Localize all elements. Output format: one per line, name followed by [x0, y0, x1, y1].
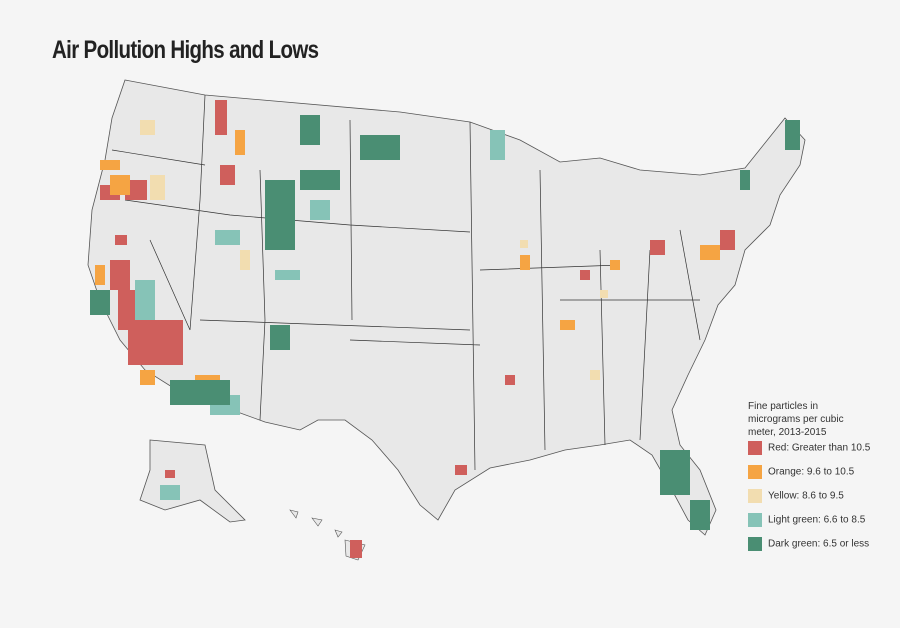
- county-patch: [270, 325, 290, 350]
- counties: [90, 100, 800, 558]
- county-patch: [700, 245, 720, 260]
- county-patch: [95, 265, 105, 285]
- county-patch: [115, 235, 127, 245]
- state-borders: [111, 94, 701, 471]
- county-patch: [135, 280, 155, 320]
- county-patch: [785, 120, 800, 150]
- county-patch: [220, 165, 235, 185]
- county-patch: [660, 450, 690, 495]
- county-patch: [150, 175, 165, 200]
- county-patch: [590, 370, 600, 380]
- county-patch: [360, 135, 400, 160]
- county-patch: [520, 240, 528, 248]
- legend-swatch: [748, 441, 762, 455]
- county-patch: [140, 370, 155, 385]
- county-patch: [520, 255, 530, 270]
- county-patch: [215, 100, 227, 135]
- legend-swatch: [748, 537, 762, 551]
- county-patch: [235, 130, 245, 155]
- county-patch: [690, 500, 710, 530]
- county-patch: [170, 380, 230, 405]
- county-patch: [580, 270, 590, 280]
- county-patch: [140, 120, 155, 135]
- hawaii: [289, 509, 366, 561]
- county-patch: [275, 270, 300, 280]
- county-patch: [128, 320, 183, 365]
- county-patch: [300, 115, 320, 145]
- county-patch: [110, 260, 130, 290]
- county-patch: [165, 470, 175, 478]
- county-patch: [455, 465, 467, 475]
- legend-swatch: [748, 489, 762, 503]
- county-patch: [740, 170, 750, 190]
- county-patch: [310, 200, 330, 220]
- county-patch: [610, 260, 620, 270]
- county-patch: [505, 375, 515, 385]
- county-patch: [720, 230, 735, 250]
- legend-label: Yellow: 8.6 to 9.5: [768, 491, 844, 502]
- county-patch: [160, 485, 180, 500]
- county-patch: [490, 130, 505, 160]
- county-patch: [650, 240, 665, 255]
- county-patch: [215, 230, 240, 245]
- legend-label: Orange: 9.6 to 10.5: [768, 467, 855, 478]
- alaska: [139, 439, 246, 523]
- county-patch: [240, 250, 250, 270]
- legend-swatch: [748, 465, 762, 479]
- legend: Red: Greater than 10.5 Orange: 9.6 to 10.…: [748, 441, 871, 551]
- county-patch: [265, 180, 295, 250]
- county-patch: [125, 180, 147, 200]
- county-patch: [90, 290, 110, 315]
- legend-label: Light green: 6.6 to 8.5: [768, 515, 866, 526]
- legend-label: Red: Greater than 10.5: [768, 443, 871, 454]
- legend-label: Dark green: 6.5 or less: [768, 539, 869, 550]
- county-patch: [110, 175, 130, 195]
- county-patch: [350, 540, 362, 558]
- legend-title: Fine particles in micrograms per cubic m…: [748, 401, 844, 438]
- county-patch: [100, 160, 120, 170]
- county-patch: [300, 170, 340, 190]
- title: Air Pollution Highs and Lows: [52, 36, 319, 64]
- county-patch: [560, 320, 575, 330]
- legend-swatch: [748, 513, 762, 527]
- county-patch: [600, 290, 608, 298]
